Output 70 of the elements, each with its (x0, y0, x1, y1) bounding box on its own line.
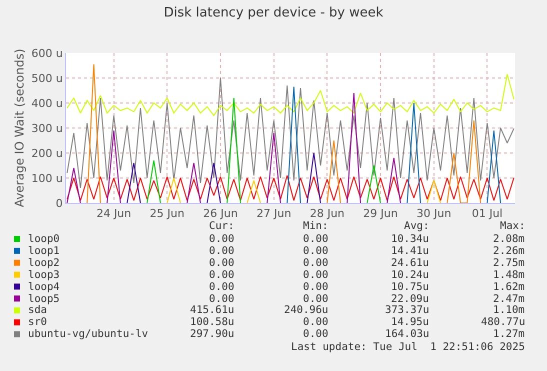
y-tick-label: 300 u (31, 122, 63, 135)
x-tick-label: 30 Jun (416, 207, 452, 220)
text: 415.61u (190, 304, 234, 316)
x-tick-label: 26 Jun (203, 207, 238, 220)
text: 0.00 (209, 269, 234, 281)
legend-label: loop3 (28, 269, 60, 281)
text: 0.00 (303, 245, 328, 257)
text: 0.00 (209, 257, 234, 269)
legend-label: ubuntu-vg/ubuntu-lv (28, 328, 148, 340)
chart-title: Disk latency per device - by week (164, 6, 384, 21)
text: Max: (500, 220, 526, 232)
y-axis-title: Average IO Wait (seconds) (12, 48, 27, 208)
y-tick-label: 100 u (31, 172, 63, 185)
text: 100.58u (190, 316, 234, 328)
y-tick-label: 200 u (31, 146, 63, 160)
text: 2.47m (493, 293, 525, 305)
text: Min: (303, 220, 328, 232)
x-tick-label: 28 Jun (310, 207, 345, 220)
text: 10.24u (391, 269, 429, 281)
line-series (66, 74, 514, 116)
text: 2.26m (493, 245, 525, 257)
text: 24.61u (391, 257, 429, 269)
y-tick-label: 0 (56, 196, 63, 210)
text: 0.00 (303, 281, 328, 293)
line-series (66, 175, 514, 201)
text: 0.00 (303, 233, 328, 245)
text: 0.00 (303, 257, 328, 269)
text: 2.08m (493, 233, 525, 245)
text: Cur: (209, 220, 234, 232)
x-tick-label: 29 Jun (363, 207, 398, 220)
legend-label: loop2 (28, 257, 60, 269)
text: 240.96u (284, 304, 328, 316)
text: 164.03u (385, 328, 430, 340)
legend-label: loop0 (28, 233, 60, 245)
x-tick-label: 24 Jun (96, 207, 132, 220)
text: 0.00 (303, 328, 328, 340)
text: 0.00 (209, 245, 234, 257)
text: 0.00 (303, 316, 328, 328)
text: 10.75u (391, 281, 429, 293)
x-tick-label: 27 Jun (256, 207, 292, 220)
text: 1.27m (493, 328, 525, 340)
text: Avg: (404, 220, 430, 232)
legend-label: sr0 (28, 316, 47, 328)
text: 22.09u (391, 293, 429, 305)
text: 0.00 (303, 293, 328, 305)
text: 297.90u (190, 328, 234, 340)
legend-label: loop4 (28, 281, 60, 293)
text: 0.00 (303, 269, 328, 281)
text: 1.62m (493, 281, 525, 293)
text: 14.41u (391, 245, 429, 257)
y-tick-label: 400 u (31, 96, 63, 110)
text: 1.10m (493, 304, 525, 316)
line-series (66, 78, 514, 188)
text: 480.77u (481, 316, 526, 328)
text: 1.48m (493, 269, 525, 281)
text: 373.37u (385, 304, 430, 316)
legend-label: loop1 (28, 245, 60, 257)
text: 0.00 (209, 233, 234, 245)
y-tick-label: 500 u (31, 72, 63, 85)
text: 0.00 (209, 293, 234, 305)
text: 2.75m (493, 257, 525, 269)
text: Last update: Tue Jul 1 22:51:06 2025 (291, 341, 525, 353)
legend-label: sda (28, 304, 47, 316)
x-tick-label: 25 Jun (150, 207, 185, 220)
legend-label: loop5 (28, 293, 60, 305)
text: 0.00 (209, 281, 234, 293)
x-tick-label: 01 Jul (472, 207, 503, 220)
text: 10.34u (391, 233, 429, 245)
y-tick-label: 600 u (31, 46, 63, 60)
text: 14.95u (391, 316, 429, 328)
